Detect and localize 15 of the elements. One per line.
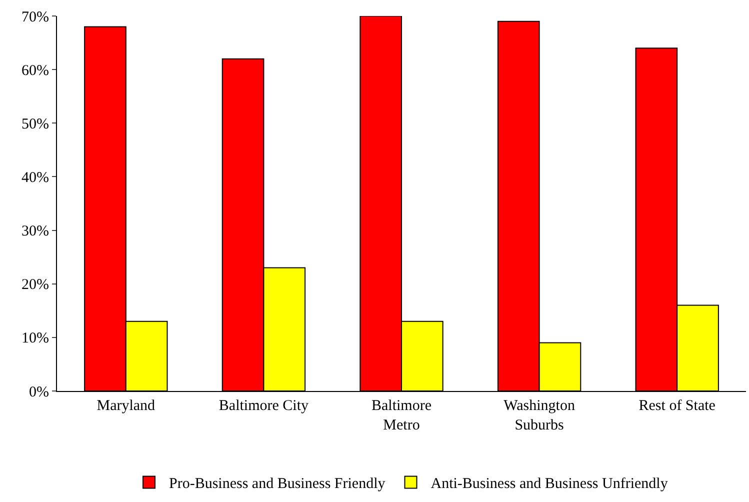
x-tick-label: Baltimore Metro	[372, 398, 432, 434]
x-tick-label: Maryland	[96, 398, 156, 414]
y-tick-label: 50%	[22, 116, 49, 132]
y-tick-label: 70%	[22, 9, 49, 26]
y-tick-label: 20%	[22, 277, 49, 294]
legend-label: Pro-Business and Business Friendly	[169, 476, 386, 492]
legend-label: Anti-Business and Business Unfriendly	[430, 476, 668, 492]
x-tick-label: Rest of State	[638, 398, 716, 414]
y-tick-label: 60%	[22, 62, 49, 79]
y-tick-label: 0%	[29, 384, 49, 400]
y-tick-label: 30%	[22, 224, 49, 240]
x-tick-label: Washington Suburbs	[504, 398, 576, 434]
y-tick-label: 40%	[22, 170, 49, 186]
y-tick-label: 10%	[22, 330, 49, 347]
x-tick-label: Baltimore City	[218, 398, 309, 414]
